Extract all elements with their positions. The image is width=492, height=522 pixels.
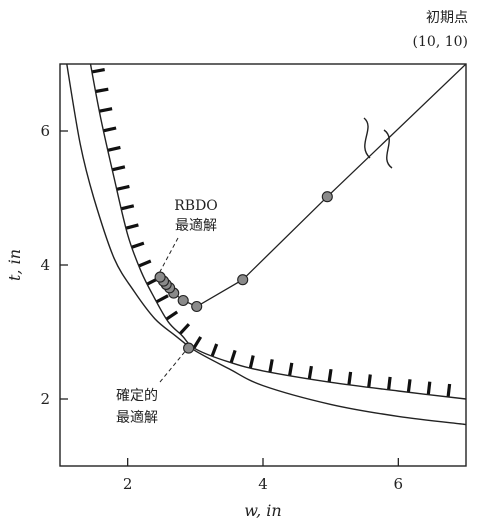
hatch-mark xyxy=(229,349,237,364)
deterministic-optimum-label: 確定的 xyxy=(116,388,158,404)
upper-constraint-curve xyxy=(89,64,466,400)
x-tick-label: 2 xyxy=(123,475,133,493)
initial-point-label: 初期点 xyxy=(426,9,468,26)
axis-break-mark xyxy=(363,117,393,169)
hatch-mark xyxy=(426,381,432,395)
hatch-mark xyxy=(178,323,191,335)
plot-frame xyxy=(59,63,467,467)
hatch-mark xyxy=(307,365,313,380)
hatch-mark xyxy=(268,359,274,373)
hatch-mark xyxy=(107,145,121,152)
hatch-mark xyxy=(91,68,105,74)
optimization-path-line xyxy=(159,64,466,308)
data-points xyxy=(154,191,333,354)
hatch-mark xyxy=(155,294,169,304)
y-tick-label: 2 xyxy=(40,390,50,408)
path-point xyxy=(191,300,203,313)
hatch-mark xyxy=(248,355,255,369)
hatch-mark xyxy=(111,165,126,172)
hatch-mark xyxy=(98,107,113,113)
lower-constraint-curve xyxy=(66,64,466,426)
path-point xyxy=(321,191,333,203)
deterministic-optimum-sublabel: 最適解 xyxy=(116,409,158,426)
hatch-mark xyxy=(192,336,203,349)
hatch-mark xyxy=(138,259,152,268)
optimization-path xyxy=(159,64,466,308)
hatch-mark xyxy=(387,376,392,390)
hatch-mark xyxy=(210,343,219,357)
hatch-mark xyxy=(367,374,372,388)
deterministic-optimum-point xyxy=(183,342,195,354)
hatch-mark xyxy=(446,383,452,398)
hatch-mark xyxy=(165,310,179,321)
rbdo-optimum-label: RBDO xyxy=(174,198,218,214)
hatch-mark xyxy=(131,241,145,249)
rbdo-leader-line xyxy=(157,237,179,276)
x-tick-label: 4 xyxy=(258,475,268,493)
hatch-mark xyxy=(406,379,412,393)
axis-ticks: 2 4 6 2 4 6 xyxy=(40,122,403,493)
path-point xyxy=(237,274,249,286)
path-point xyxy=(177,294,189,307)
initial-point-coords: (10, 10) xyxy=(413,34,468,50)
constraint-curves xyxy=(66,64,466,426)
constraint-hatching xyxy=(91,68,452,398)
hatch-mark xyxy=(125,223,139,230)
hatch-mark xyxy=(347,371,353,386)
hatch-mark xyxy=(288,362,294,376)
y-tick-label: 6 xyxy=(40,122,50,140)
path-point xyxy=(154,271,166,283)
hatch-mark xyxy=(103,126,117,133)
hatch-mark xyxy=(95,87,109,94)
hatch-mark xyxy=(327,368,333,383)
hatch-mark xyxy=(120,204,135,211)
deterministic-leader-line xyxy=(159,351,185,383)
annotation-leaders xyxy=(157,237,185,383)
rbdo-optimum-sublabel: 最適解 xyxy=(175,217,217,234)
x-tick-label: 6 xyxy=(394,475,404,493)
y-tick-label: 4 xyxy=(40,256,50,274)
hatch-mark xyxy=(116,184,130,191)
x-axis-label: w, in xyxy=(244,501,281,520)
y-axis-label: t, in xyxy=(5,249,24,281)
